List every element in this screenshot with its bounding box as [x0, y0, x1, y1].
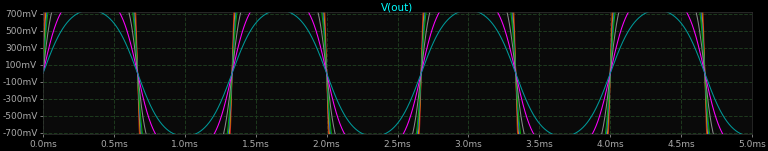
Title: V(out): V(out)	[382, 2, 414, 12]
